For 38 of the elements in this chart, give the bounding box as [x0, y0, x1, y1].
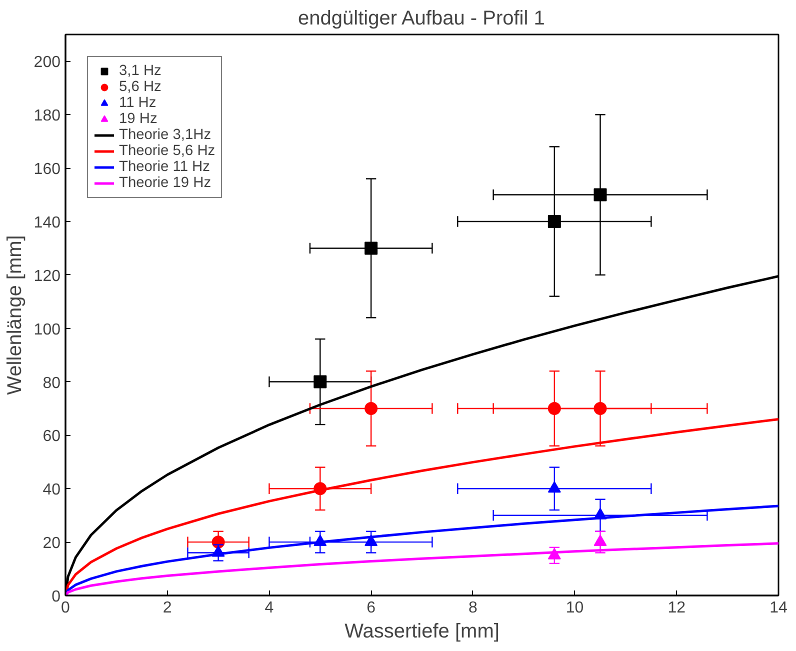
y-tick-label: 100 [34, 321, 61, 338]
point [364, 242, 378, 255]
legend-label: 11 Hz [119, 95, 156, 111]
chart-title: endgültiger Aufbau - Profil 1 [298, 8, 545, 30]
legend-label: Theorie 5,6 Hz [119, 143, 216, 159]
point [548, 215, 561, 228]
x-axis-title: Wassertiefe [mm] [344, 620, 500, 642]
y-tick-label: 140 [34, 214, 61, 232]
x-tick-label: 12 [668, 600, 686, 616]
legend-label: Theorie 3,1Hz [119, 127, 212, 143]
y-tick-label: 180 [34, 108, 61, 125]
legend-label: Theorie 19 Hz [119, 175, 212, 191]
legend-label: 3,1 Hz [119, 63, 162, 79]
y-tick-label: 0 [52, 588, 61, 606]
y-tick-label: 200 [34, 54, 61, 72]
x-tick-label: 2 [162, 600, 172, 616]
x-tick-label: 6 [366, 600, 376, 616]
y-axis-title: Wellenlänge [mm] [4, 235, 26, 395]
y-tick-label: 80 [42, 374, 61, 392]
x-tick-label: 4 [264, 600, 274, 616]
point [548, 402, 561, 415]
y-tick-label: 60 [42, 428, 61, 446]
legend-label: 19 Hz [119, 111, 158, 127]
point [594, 402, 607, 415]
y-tick-label: 20 [42, 535, 61, 552]
legend-label: Theorie 11 Hz [119, 159, 210, 175]
point [594, 188, 607, 202]
x-tick-label: 8 [468, 600, 478, 616]
y-tick-label: 160 [34, 161, 61, 178]
point [314, 375, 327, 388]
x-tick-label: 10 [566, 600, 584, 616]
legend-label: 5,6 Hz [119, 79, 162, 95]
y-tick-label: 120 [34, 268, 61, 285]
x-tick-label: 14 [770, 600, 788, 616]
y-tick-label: 40 [42, 482, 61, 499]
point [594, 534, 607, 546]
point [548, 481, 561, 493]
point [364, 402, 378, 415]
